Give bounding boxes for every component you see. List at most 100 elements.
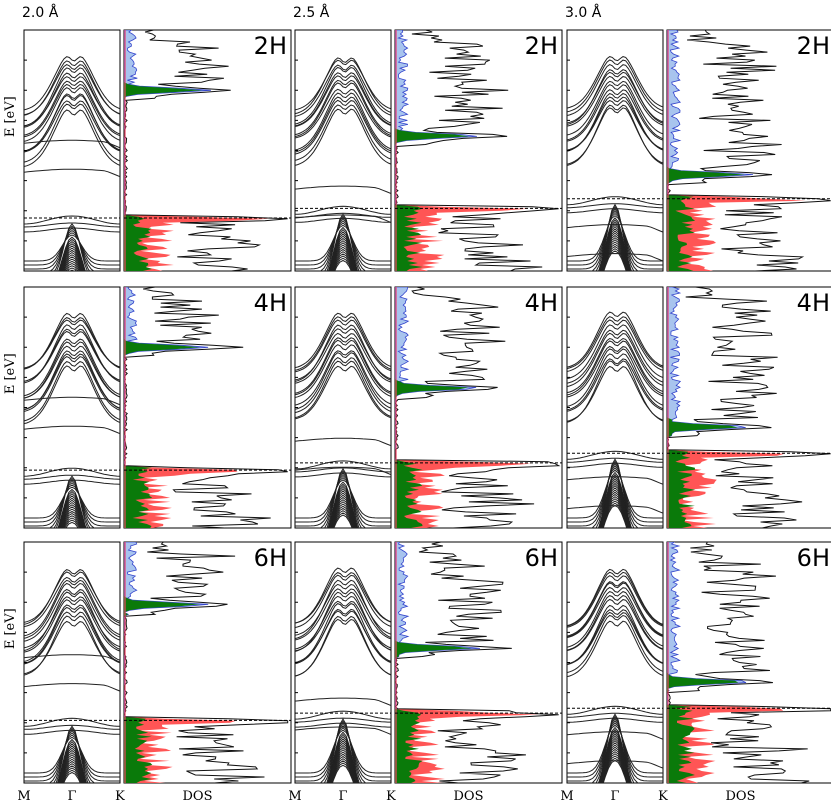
impurity-band [24, 425, 120, 435]
band-line [567, 467, 663, 523]
band-line [295, 96, 391, 153]
band-line [24, 94, 120, 152]
impurity-band [24, 139, 120, 149]
band-line [295, 357, 391, 414]
band-line [295, 337, 391, 394]
band-line [24, 482, 120, 527]
column-title: 2.5 Å [293, 4, 330, 21]
band-line [567, 353, 663, 411]
band-line [60, 760, 84, 783]
band-line [599, 480, 631, 528]
band-line [295, 729, 391, 774]
band-line [602, 504, 628, 528]
band-line [295, 82, 391, 138]
band-line [64, 263, 80, 271]
subplot: 4H [566, 286, 831, 529]
band-line [318, 722, 368, 783]
band-line [57, 490, 87, 528]
band-line [24, 64, 120, 116]
band-line [567, 56, 663, 109]
band-line [328, 235, 358, 271]
impurity-band [295, 437, 391, 447]
band-line [57, 743, 87, 783]
subplot: 4H [23, 286, 292, 529]
band-xtick: M [17, 789, 30, 804]
band-line [567, 107, 663, 165]
band-line [295, 64, 391, 117]
band-line [56, 223, 88, 271]
band-line [58, 754, 86, 783]
band-line [295, 595, 391, 650]
band-line [24, 571, 120, 623]
band-line [53, 477, 91, 528]
subplot: 6H [566, 541, 831, 784]
band-line [567, 595, 663, 651]
band-line [600, 742, 630, 783]
band-line [327, 731, 359, 783]
band-line [599, 735, 631, 783]
y-axis-label: E [eV] [3, 608, 18, 649]
band-line [24, 620, 120, 675]
band-line [595, 205, 635, 271]
band-line [326, 718, 360, 783]
band-panel [294, 286, 392, 529]
band-line [295, 59, 391, 111]
band-line [332, 512, 354, 528]
band-line [58, 236, 86, 271]
band-line [567, 210, 663, 270]
band-line [331, 762, 355, 783]
band-line [295, 352, 391, 410]
band-line [330, 503, 356, 528]
band-line [331, 507, 355, 528]
band-line [327, 481, 359, 528]
band-line [597, 713, 633, 783]
subplot: 6H [294, 541, 563, 784]
band-line [600, 489, 630, 528]
band-xtick: K [386, 789, 396, 804]
band-line [567, 575, 663, 628]
band-line [590, 462, 640, 528]
band-line [597, 458, 633, 528]
band-line [328, 228, 358, 271]
band-line [295, 588, 391, 641]
dos-green-area [395, 287, 469, 528]
band-line [601, 237, 629, 271]
band-line [330, 244, 356, 271]
band-line [59, 501, 85, 528]
dos-total-line [124, 542, 289, 783]
band-line [295, 332, 391, 384]
band-line [567, 465, 663, 527]
subplot: 4H [294, 286, 563, 529]
band-line [327, 733, 359, 783]
band-line [601, 755, 629, 783]
band-line [567, 89, 663, 142]
band-line [55, 475, 89, 528]
band-line [295, 724, 391, 782]
column-title: 3.0 Å [565, 4, 602, 21]
band-line [61, 256, 83, 271]
dos-green-area [667, 287, 738, 528]
band-line [595, 715, 635, 783]
band-line [24, 330, 120, 382]
impurity-band [567, 760, 663, 769]
band-line [330, 755, 356, 783]
band-line [567, 705, 663, 715]
band-line [567, 609, 663, 665]
subplot: 2H [566, 29, 831, 272]
stacking-label: 6H [525, 544, 558, 572]
band-line [329, 240, 357, 271]
band-line [329, 751, 357, 783]
impurity-band [24, 654, 120, 663]
stacking-label: 2H [525, 32, 558, 60]
band-line [602, 245, 628, 271]
band-line [328, 747, 358, 783]
band-line [326, 213, 360, 271]
band-line [330, 760, 356, 783]
band-line [601, 753, 629, 783]
band-line [24, 588, 120, 642]
band-line [600, 491, 630, 528]
dos-green-area [395, 30, 469, 271]
band-line [602, 757, 628, 783]
subplot: 2H [23, 29, 292, 272]
